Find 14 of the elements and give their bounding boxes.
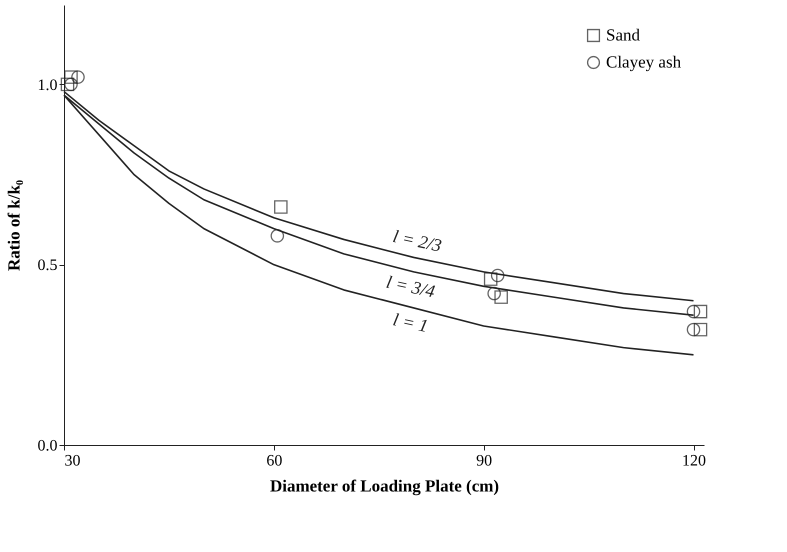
y-axis-title: Ratio of k/k₀: [4, 180, 24, 272]
legend-label: Clayey ash: [606, 52, 682, 72]
y-tick-label: 0.5: [38, 257, 58, 274]
x-axis-title: Diameter of Loading Plate (cm): [270, 476, 500, 496]
text: l = 2/3: [391, 226, 444, 256]
y-tick-label: 1.0: [38, 76, 58, 94]
text: l = 1: [391, 309, 430, 336]
x-tick-label: 90: [476, 452, 492, 470]
text: l = 3/4: [384, 272, 437, 302]
x-tick-label: 60: [266, 452, 282, 470]
x-tick-label: 30: [64, 452, 80, 470]
y-tick-label: 0.0: [38, 438, 58, 454]
x-tick-label: 120: [682, 452, 706, 470]
legend-label: Sand: [606, 26, 640, 44]
